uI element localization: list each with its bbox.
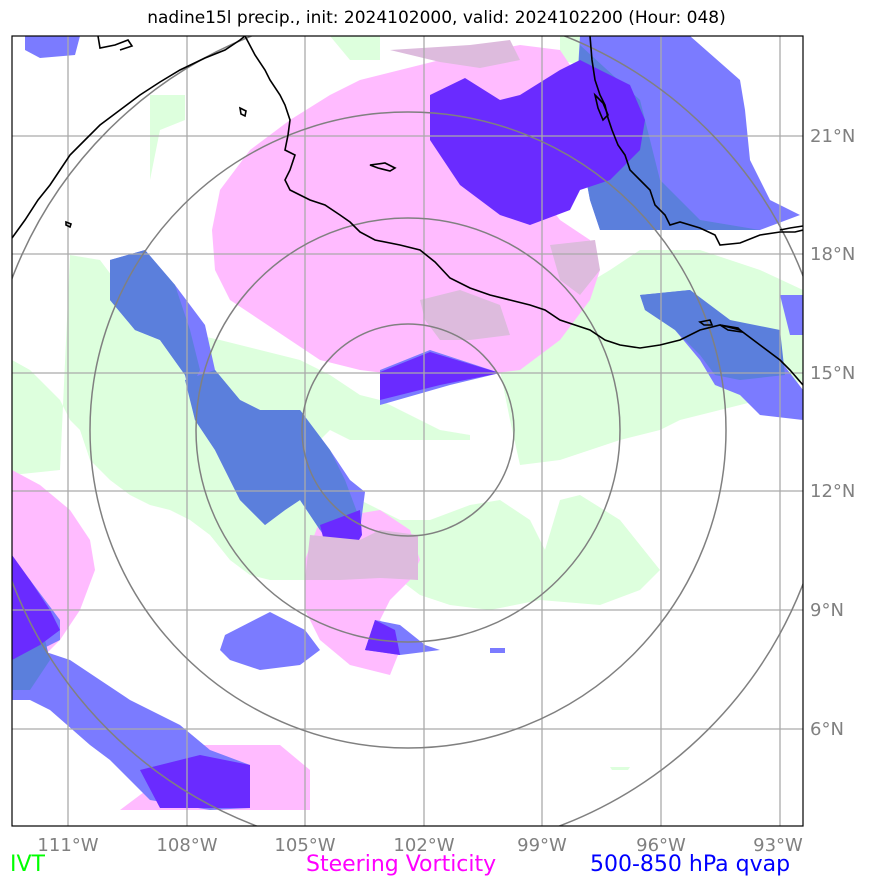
legend-qvap: 500-850 hPa qvap [590, 852, 791, 877]
lon-tick-label: 111°W [37, 835, 98, 856]
lon-tick-label: 96°W [636, 835, 686, 856]
lat-tick-label: 6°N [810, 719, 844, 740]
range-rings [12, 36, 803, 826]
lon-tick-labels: 111°W 108°W 105°W 102°W 99°W 96°W 93°W [37, 835, 803, 856]
lon-tick-label: 99°W [517, 835, 567, 856]
map-gridlines [12, 36, 803, 826]
coastline [12, 36, 803, 386]
lat-tick-label: 15°N [810, 363, 855, 384]
lon-tick-label: 102°W [393, 835, 454, 856]
lat-tick-label: 9°N [810, 600, 844, 621]
lat-tick-label: 18°N [810, 244, 855, 265]
map-frame [11, 35, 804, 827]
map-title: nadine15l precip., init: 2024102000, val… [147, 8, 726, 28]
legend-ivt: IVT [10, 852, 45, 877]
lon-tick-label: 108°W [156, 835, 217, 856]
lat-tick-label: 12°N [810, 481, 855, 502]
lon-tick-label: 105°W [274, 835, 335, 856]
lat-tick-labels: 21°N 18°N 15°N 12°N 9°N 6°N [810, 126, 855, 740]
qvap-dark-field [12, 60, 645, 808]
lat-tick-label: 21°N [810, 126, 855, 147]
lon-tick-label: 93°W [753, 835, 803, 856]
legend-steering-vorticity: Steering Vorticity [306, 852, 497, 877]
